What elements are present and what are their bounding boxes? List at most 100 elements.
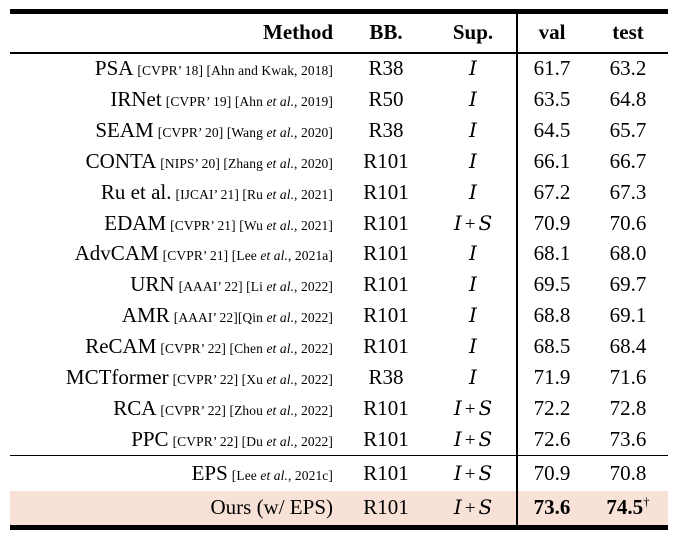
val-score-cell: 64.5 xyxy=(533,118,571,143)
mathcal-i-symbol: I xyxy=(469,148,477,173)
method-cell: CONTA [NIPS’ 20] [Zhang et al., 2020] xyxy=(10,150,342,172)
plus-sign: + xyxy=(464,398,476,420)
method-cell: RCA [CVPR’ 22] [Zhou et al., 2022] xyxy=(10,397,342,419)
method-cell: MCTformer [CVPR’ 22] [Xu et al., 2022] xyxy=(10,366,342,388)
val-score-cell: 67.2 xyxy=(533,179,571,204)
method-citation: [IJCAI’ 21] [Ru et al., 2021] xyxy=(175,186,333,202)
supervision-cell: I xyxy=(430,151,516,172)
method-cell: AMR [AAAI’ 22][Qin et al., 2022] xyxy=(10,305,342,326)
ours-highlighted-row: Ours (w/ EPS) R101 I + S 73.6 74.5† xyxy=(10,490,668,525)
backbone-cell: R101 xyxy=(363,460,409,485)
backbone-cell: R101 xyxy=(363,148,409,173)
baseline-rows-section: EPS [Lee et al., 2021c] R101 I + S 70.9 70.… xyxy=(10,456,668,525)
val-score-cell: 71.9 xyxy=(533,364,571,389)
table-row: URN [AAAI’ 22] [Li et al., 2022] R101 I 6… xyxy=(10,269,668,300)
table-row: EPS [Lee et al., 2021c] R101 I + S 70.9 70.… xyxy=(10,456,668,491)
backbone-cell: R101 xyxy=(363,241,409,266)
column-divider-line xyxy=(516,13,518,525)
test-score-cell: 66.7 xyxy=(609,148,647,173)
test-score-cell: 68.4 xyxy=(609,334,647,359)
val-score-cell: 70.9 xyxy=(533,210,571,235)
method-cell: AdvCAM [CVPR’ 21] [Lee et al., 2021a] xyxy=(10,243,342,264)
method-cell: URN [AAAI’ 22] [Li et al., 2022] xyxy=(10,274,342,295)
method-name: EPS xyxy=(191,460,228,485)
test-score-cell: 64.8 xyxy=(609,87,647,112)
test-score-cell: 72.8 xyxy=(609,395,647,420)
table-row: MCTformer [CVPR’ 22] [Xu et al., 2022] R3… xyxy=(10,362,668,393)
table-row: IRNet [CVPR’ 19] [Ahn et al., 2019] R50 I… xyxy=(10,84,668,115)
section-divider-rule xyxy=(10,454,668,457)
backbone-cell: R101 xyxy=(363,334,409,359)
supervision-cell: I xyxy=(430,58,516,79)
test-score-cell: 69.7 xyxy=(609,272,647,297)
method-citation: [CVPR’ 22] [Zhou et al., 2022] xyxy=(160,402,333,418)
mathcal-s-symbol: S xyxy=(478,426,493,451)
method-cell: PSA [CVPR’ 18] [Ahn and Kwak, 2018] xyxy=(10,58,342,79)
method-citation: [NIPS’ 20] [Zhang et al., 2020] xyxy=(160,155,333,171)
header-backbone: BB. xyxy=(369,20,403,45)
mathcal-i-symbol: I xyxy=(469,241,477,266)
header-supervision: Sup. xyxy=(452,20,494,45)
test-score-cell: 68.0 xyxy=(609,241,647,266)
method-citation: [AAAI’ 22][Qin et al., 2022] xyxy=(173,310,333,326)
supervision-cell: I xyxy=(430,336,516,357)
supervision-cell: I xyxy=(430,305,516,326)
plus-sign: + xyxy=(464,498,476,520)
method-citation: [CVPR’ 21] [Wu et al., 2021] xyxy=(170,217,333,233)
method-citation: [CVPR’ 21] [Lee et al., 2021a] xyxy=(162,248,333,264)
method-name: URN xyxy=(130,272,175,297)
mathcal-i-symbol: I xyxy=(469,56,477,81)
table-row: RCA [CVPR’ 22] [Zhou et al., 2022] R101 I… xyxy=(10,393,668,424)
table-row: CONTA [NIPS’ 20] [Zhang et al., 2020] R10… xyxy=(10,146,668,177)
supervision-cell: I xyxy=(430,243,516,264)
backbone-cell: R101 xyxy=(363,426,409,451)
test-score-cell: 71.6 xyxy=(609,364,647,389)
header-method: Method xyxy=(263,20,333,45)
mathcal-i-symbol: I xyxy=(469,334,477,359)
method-name: PPC xyxy=(131,426,169,451)
mathcal-s-symbol: S xyxy=(478,210,493,235)
test-score-cell: 70.6 xyxy=(609,210,647,235)
method-citation: [CVPR’ 18] [Ahn and Kwak, 2018] xyxy=(137,63,333,79)
mathcal-s-symbol: S xyxy=(478,460,493,485)
mathcal-i-symbol: I xyxy=(453,495,462,520)
val-score-cell: 66.1 xyxy=(533,148,571,173)
plus-sign: + xyxy=(464,429,476,451)
comparison-rows-section: PSA [CVPR’ 18] [Ahn and Kwak, 2018] R38 I… xyxy=(10,54,668,455)
mathcal-i-symbol: I xyxy=(469,179,477,204)
backbone-cell: R38 xyxy=(368,364,404,389)
header-row: Method BB. Sup. val test xyxy=(10,14,668,53)
table-row: AMR [AAAI’ 22][Qin et al., 2022] R101 I 6… xyxy=(10,300,668,331)
method-cell: EPS [Lee et al., 2021c] xyxy=(10,460,342,485)
mathcal-i-symbol: I xyxy=(453,395,462,420)
mathcal-i-symbol: I xyxy=(469,118,477,143)
top-rule xyxy=(10,9,668,14)
method-cell: EDAM [CVPR’ 21] [Wu et al., 2021] xyxy=(10,212,342,234)
test-score-cell: 73.6 xyxy=(609,426,647,451)
method-name: Ours (w/ EPS) xyxy=(210,495,333,520)
method-citation: [AAAI’ 22] [Li et al., 2022] xyxy=(178,279,333,295)
table-row: EDAM [CVPR’ 21] [Wu et al., 2021] R101 I +… xyxy=(10,208,668,239)
method-cell: IRNet [CVPR’ 19] [Ahn et al., 2019] xyxy=(10,89,342,110)
supervision-cell: I xyxy=(430,89,516,110)
method-citation: [CVPR’ 22] [Xu et al., 2022] xyxy=(172,371,333,387)
backbone-cell: R101 xyxy=(363,495,409,520)
mathcal-i-symbol: I xyxy=(469,272,477,297)
method-citation: [CVPR’ 22] [Chen et al., 2022] xyxy=(160,341,333,357)
plus-sign: + xyxy=(464,213,476,235)
test-score-cell: 69.1 xyxy=(609,303,647,328)
backbone-cell: R101 xyxy=(363,210,409,235)
test-score-cell: 65.7 xyxy=(609,118,647,143)
table-row: SEAM [CVPR’ 20] [Wang et al., 2020] R38 I… xyxy=(10,115,668,146)
backbone-cell: R50 xyxy=(368,87,404,112)
test-score-cell: 74.5† xyxy=(606,494,650,520)
table-row: AdvCAM [CVPR’ 21] [Lee et al., 2021a] R10… xyxy=(10,239,668,270)
method-name: SEAM xyxy=(95,118,154,143)
header-val: val xyxy=(538,20,566,45)
val-score-cell: 63.5 xyxy=(533,87,571,112)
method-name: AdvCAM xyxy=(74,241,159,266)
mathcal-i-symbol: I xyxy=(469,364,477,389)
val-score-cell: 70.9 xyxy=(533,460,571,485)
test-score-cell: 67.3 xyxy=(609,179,647,204)
method-citation: [Lee et al., 2021c] xyxy=(231,467,333,483)
